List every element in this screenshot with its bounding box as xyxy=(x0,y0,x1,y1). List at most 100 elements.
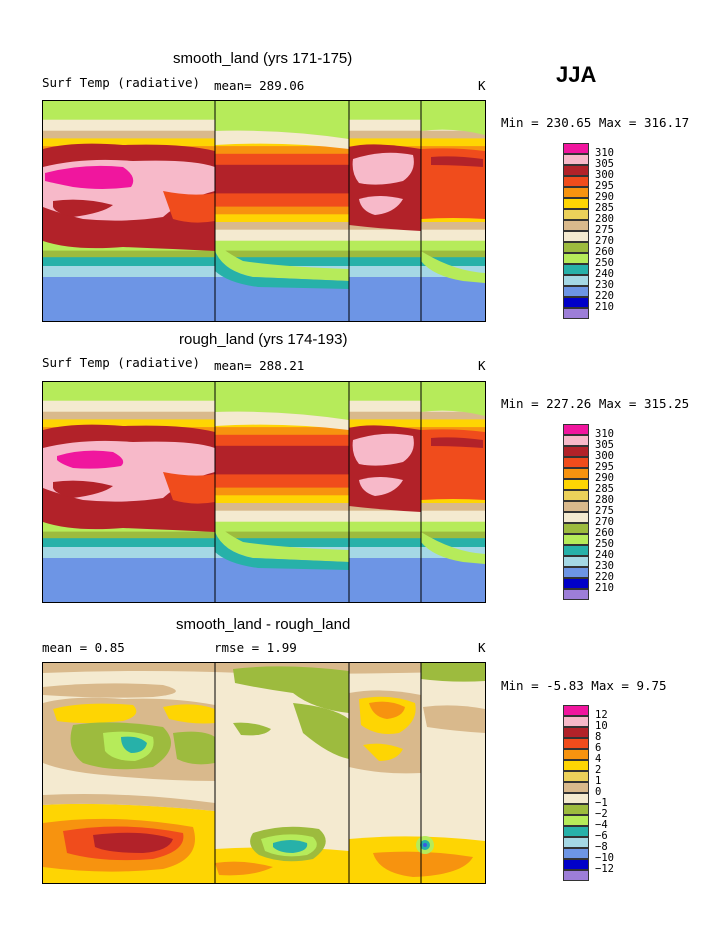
legend-1-label-7: 275 xyxy=(595,224,614,236)
legend-2-swatch-12 xyxy=(563,556,589,567)
legend-1-swatch-4 xyxy=(563,187,589,198)
legend-2-swatch-6 xyxy=(563,490,589,501)
legend-3-swatch-14 xyxy=(563,859,589,870)
legend-2-swatch-14 xyxy=(563,578,589,589)
legend-2-label-6: 280 xyxy=(595,494,614,506)
legend-2-label-7: 275 xyxy=(595,505,614,517)
map-1-band-10 xyxy=(43,222,485,231)
panel-1-contour-svg xyxy=(43,101,485,321)
legend-3-label-12: −8 xyxy=(595,841,608,853)
map-1-band-11 xyxy=(43,229,485,242)
panel-3-unit-label: K xyxy=(478,640,486,655)
legend-3-label-11: −6 xyxy=(595,830,608,842)
legend-1-label-0: 310 xyxy=(595,147,614,159)
legend-3-swatch-7 xyxy=(563,782,589,793)
legend-1-label-5: 285 xyxy=(595,202,614,214)
legend-2-swatch-9 xyxy=(563,523,589,534)
legend-1-swatch-6 xyxy=(563,209,589,220)
panel-1-title: smooth_land (yrs 171-175) xyxy=(173,50,353,67)
legend-2-swatch-1 xyxy=(563,435,589,446)
legend-2-label-4: 290 xyxy=(595,472,614,484)
map-1-band-bottom xyxy=(43,303,485,321)
legend-2-label-10: 250 xyxy=(595,538,614,550)
legend-3-label-2: 8 xyxy=(595,731,602,743)
map-1-ocean-features xyxy=(215,101,485,289)
season-label: JJA xyxy=(556,62,597,87)
legend-3-swatch-0 xyxy=(563,705,589,716)
legend-2-swatch-10 xyxy=(563,534,589,545)
map-2-band-10 xyxy=(43,503,485,512)
legend-3-swatch-6 xyxy=(563,771,589,782)
legend-3-label-13: −10 xyxy=(595,852,614,864)
legend-1-label-4: 290 xyxy=(595,191,614,203)
legend-2-swatch-11 xyxy=(563,545,589,556)
legend-1-swatch-12 xyxy=(563,275,589,286)
legend-2-label-12: 230 xyxy=(595,560,614,572)
map-2-band-5 xyxy=(43,434,485,447)
legend-3-label-0: 12 xyxy=(595,709,608,721)
panel-1-unit-label: K xyxy=(478,78,486,93)
legend-3-label-9: −2 xyxy=(595,808,608,820)
map-1-band-4 xyxy=(43,146,485,155)
legend-3-label-1: 10 xyxy=(595,720,608,732)
legend-3-swatch-4 xyxy=(563,749,589,760)
legend-3-swatch-1 xyxy=(563,716,589,727)
legend-3-swatch-9 xyxy=(563,804,589,815)
map-2-band-8 xyxy=(43,487,485,496)
panel-1-map xyxy=(42,100,486,322)
legend-1-label-11: 240 xyxy=(595,268,614,280)
panel-1-minmax-label: Min = 230.65 Max = 316.17 xyxy=(501,115,690,130)
panel-3-minmax-label: Min = -5.83 Max = 9.75 xyxy=(501,678,667,693)
legend-3-label-6: 1 xyxy=(595,775,602,787)
map-3-features xyxy=(43,663,485,883)
legend-2-label-5: 285 xyxy=(595,483,614,495)
map-1-band-12 xyxy=(43,240,485,252)
legend-1-label-10: 250 xyxy=(595,257,614,269)
map-2-band-4 xyxy=(43,427,485,436)
map-2-band-bottom xyxy=(43,584,485,602)
legend-3-swatch-15 xyxy=(563,870,589,881)
legend-2-swatch-0 xyxy=(563,424,589,435)
legend-3-label-3: 6 xyxy=(595,742,602,754)
panel-3-title: smooth_land - rough_land xyxy=(176,616,351,633)
legend-2-swatch-15 xyxy=(563,589,589,600)
legend-2-label-8: 270 xyxy=(595,516,614,528)
legend-2-label-1: 305 xyxy=(595,439,614,451)
legend-3-swatch-10 xyxy=(563,815,589,826)
map-2-band-12 xyxy=(43,521,485,533)
legend-3-label-8: −1 xyxy=(595,797,608,809)
legend-2-swatch-4 xyxy=(563,468,589,479)
legend-3-label-7: 0 xyxy=(595,786,602,798)
legend-2-label-9: 260 xyxy=(595,527,614,539)
legend-2-swatch-5 xyxy=(563,479,589,490)
panel-2-minmax-label: Min = 227.26 Max = 315.25 xyxy=(501,396,690,411)
legend-1-swatch-1 xyxy=(563,154,589,165)
legend-2-label-11: 240 xyxy=(595,549,614,561)
map-2-band-14 xyxy=(43,538,485,548)
legend-3-swatch-5 xyxy=(563,760,589,771)
legend-1-label-3: 295 xyxy=(595,180,614,192)
map-1-band-13 xyxy=(43,250,485,258)
legend-1-swatch-10 xyxy=(563,253,589,264)
legend-1-swatch-11 xyxy=(563,264,589,275)
panel-3-rmse-label: rmse = 1.99 xyxy=(214,640,297,655)
legend-1-swatch-15 xyxy=(563,308,589,319)
panel-1-mean-label: mean= 289.06 xyxy=(214,78,305,93)
legend-2-label-2: 300 xyxy=(595,450,614,462)
legend-1-swatch-3 xyxy=(563,176,589,187)
legend-3-swatch-11 xyxy=(563,826,589,837)
legend-2-swatch-13 xyxy=(563,567,589,578)
legend-1-label-6: 280 xyxy=(595,213,614,225)
legend-3-swatch-2 xyxy=(563,727,589,738)
legend-1-swatch-2 xyxy=(563,165,589,176)
legend-1-swatch-5 xyxy=(563,198,589,209)
map-1-land-features xyxy=(43,143,485,251)
legend-3-label-10: −4 xyxy=(595,819,608,831)
legend-1-swatch-8 xyxy=(563,231,589,242)
legend-3-label-5: 2 xyxy=(595,764,602,776)
legend-2-swatch-8 xyxy=(563,512,589,523)
legend-1-swatch-13 xyxy=(563,286,589,297)
legend-1-label-12: 230 xyxy=(595,279,614,291)
map-1-band-5 xyxy=(43,153,485,166)
panel-2-map xyxy=(42,381,486,603)
